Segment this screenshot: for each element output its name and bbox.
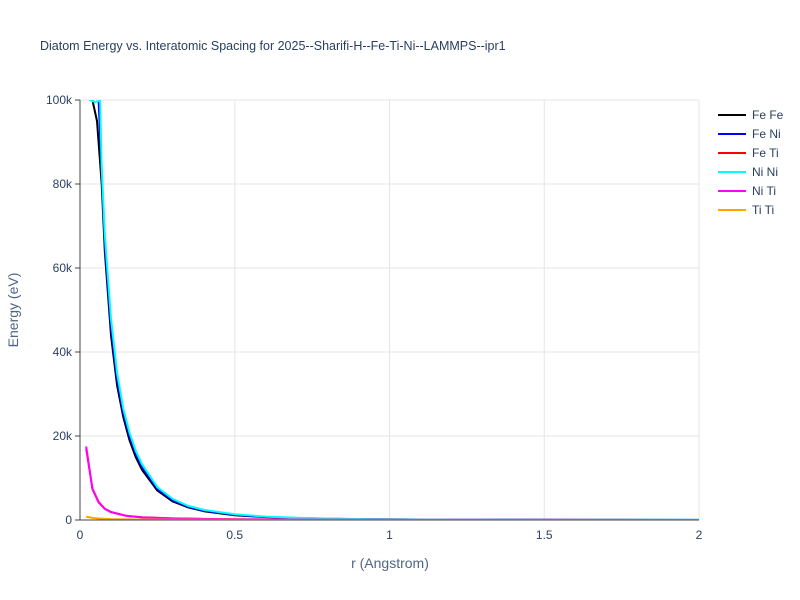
grid-lines xyxy=(80,99,700,520)
series-lines xyxy=(85,100,699,520)
legend-label: Fe Ti xyxy=(752,146,779,160)
x-tick-label: 1.5 xyxy=(536,528,553,542)
y-tick-label: 60k xyxy=(53,261,73,275)
legend-item-ti-ti[interactable]: Ti Ti xyxy=(718,203,774,217)
axes: 0 0.5 1 1.5 2 0 20k 40k 60k 80k 100k xyxy=(46,93,703,542)
legend-label: Fe Ni xyxy=(752,127,781,141)
legend-item-fe-fe[interactable]: Fe Fe xyxy=(718,108,784,122)
x-tick-label: 1 xyxy=(386,528,393,542)
x-axis-title: r (Angstrom) xyxy=(351,555,429,571)
series-line-fe-ti xyxy=(85,448,699,520)
legend-item-ni-ni[interactable]: Ni Ni xyxy=(718,165,778,179)
y-tick-label: 100k xyxy=(46,93,73,107)
y-tick-label: 20k xyxy=(53,429,73,443)
legend-label: Ni Ti xyxy=(752,184,776,198)
legend-label: Fe Fe xyxy=(752,108,784,122)
series-line-fe-fe xyxy=(91,100,699,520)
legend[interactable]: Fe Fe Fe Ni Fe Ti Ni Ni Ni Ti Ti Ti xyxy=(718,108,784,217)
series-line-ni-ni xyxy=(88,100,699,520)
legend-item-fe-ti[interactable]: Fe Ti xyxy=(718,146,779,160)
legend-item-ni-ti[interactable]: Ni Ti xyxy=(718,184,776,198)
legend-item-fe-ni[interactable]: Fe Ni xyxy=(718,127,781,141)
y-tick-label: 40k xyxy=(53,345,73,359)
x-tick-label: 2 xyxy=(696,528,703,542)
series-line-ni-ti xyxy=(85,446,699,520)
y-tick-label: 0 xyxy=(65,513,72,527)
x-tick-label: 0 xyxy=(77,528,84,542)
x-tick-label: 0.5 xyxy=(226,528,243,542)
y-axis-title: Energy (eV) xyxy=(5,273,21,348)
series-line-fe-ni xyxy=(97,100,699,520)
legend-label: Ti Ti xyxy=(752,203,774,217)
legend-label: Ni Ni xyxy=(752,165,778,179)
chart-title: Diatom Energy vs. Interatomic Spacing fo… xyxy=(40,39,506,53)
y-tick-label: 80k xyxy=(53,177,73,191)
